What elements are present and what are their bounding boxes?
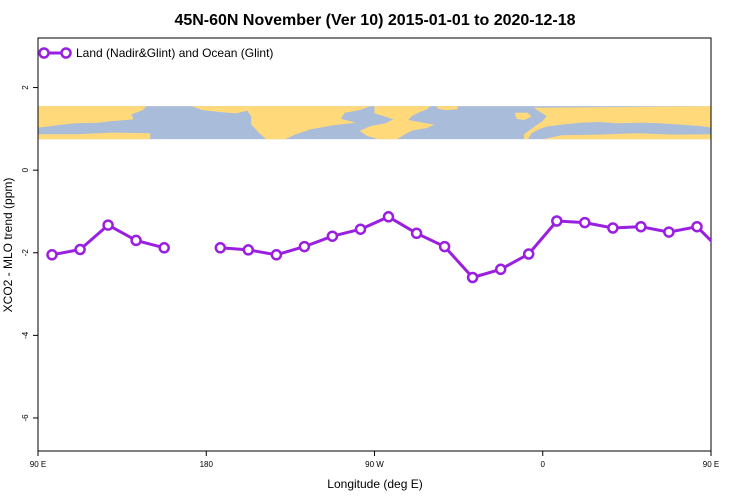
data-point [326,230,339,242]
data-point [74,243,86,256]
data-point [721,250,730,259]
data-point [214,242,227,254]
x-axis: 90 E 180 90 W 0 90 E [30,451,719,469]
data-point [691,220,703,233]
data-point [551,215,563,227]
x-tick-label: 0 [541,460,546,469]
data-point [298,240,311,253]
x-tick-label: 90 E [30,460,46,469]
data-point [607,222,619,234]
data-point [635,220,647,233]
legend: Land (Nadir&Glint) and Ocean (Glint) [38,46,273,60]
x-axis-label: Longitude (deg E) [327,477,422,491]
x-tick-label: 90 E [703,460,719,469]
map-land-south-asia-2 [711,133,750,140]
map-land-south-eurasia [542,133,711,140]
data-point [242,244,255,256]
legend-marker-right [60,47,72,59]
map-land-8 [711,106,750,128]
data-point [522,248,535,260]
map-land-5 [436,106,459,111]
y-axis: 2 0 -2 -4 -6 [21,85,38,422]
data-point [579,216,591,229]
data-point [102,219,114,231]
y-tick-label: 2 [21,85,30,90]
y-tick-label: -4 [21,331,30,339]
map-land-2 [191,106,250,114]
data-point [130,234,142,247]
data-point [438,240,451,253]
data-point [663,226,675,238]
data-point [270,249,283,261]
map-land-6 [514,112,532,120]
legend-marker-left [38,47,50,59]
map-land-4 [359,106,435,140]
x-tick-label: 90 W [365,460,384,469]
map-land-3 [243,106,371,140]
x-tick-label: 180 [200,460,214,469]
map-land-7 [524,106,711,140]
data-point [382,211,395,223]
world-map-strip [38,106,750,140]
data-point [494,263,507,276]
data-point [466,271,479,284]
chart-title: 45N-60N November (Ver 10) 2015-01-01 to … [174,12,575,29]
data-point [354,223,367,235]
y-tick-label: -6 [21,414,30,422]
legend-label: Land (Nadir&Glint) and Ocean (Glint) [76,46,273,60]
map-land-south-asia [38,132,151,140]
series-layer [46,211,730,284]
y-axis-label: XCO2 - MLO trend (ppm) [1,178,15,313]
y-tick-label: -2 [21,249,30,257]
data-point [410,227,423,240]
y-tick-label: 0 [21,167,30,172]
data-point [158,242,170,254]
map-land-1 [38,106,147,128]
data-point [46,249,58,261]
